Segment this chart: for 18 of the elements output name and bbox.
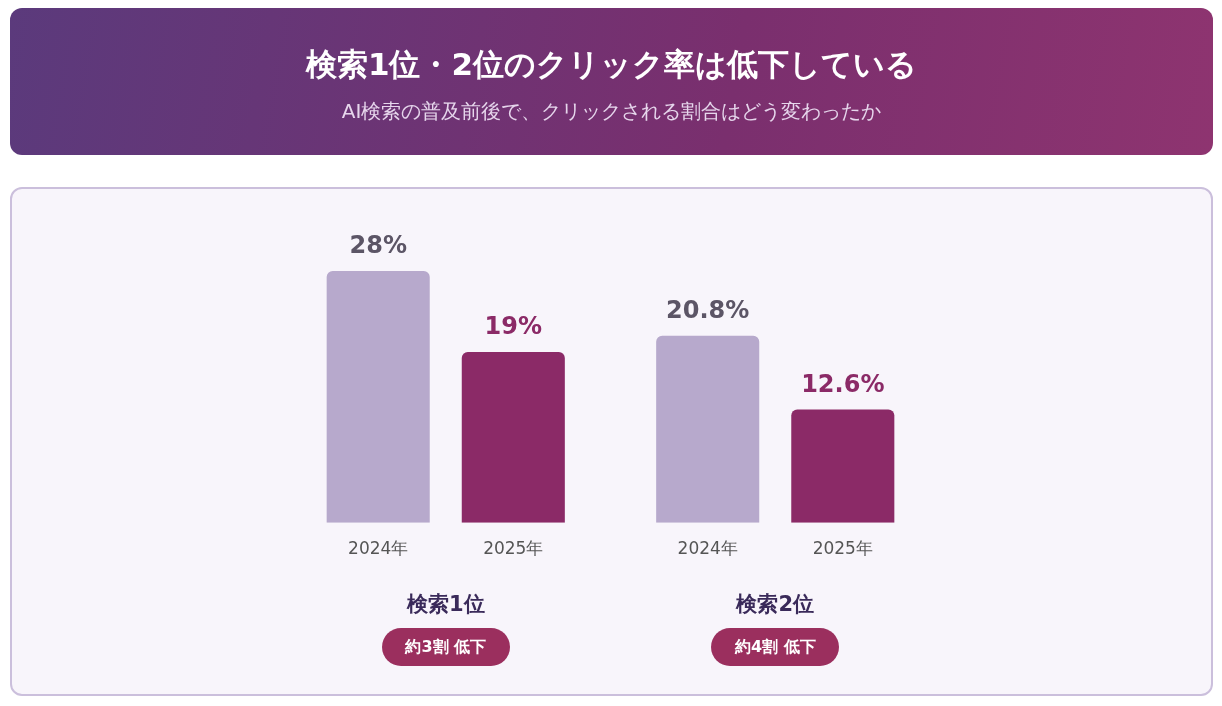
badge: 約3割 低下	[381, 628, 510, 666]
text: 2024年	[677, 538, 738, 559]
bar	[656, 335, 760, 523]
series-label: 2025年	[483, 538, 544, 559]
chart-title: 検索1位・2位のクリック率は低下している	[304, 45, 919, 84]
x-tick-label: 検索2位	[735, 591, 815, 616]
data-label: 19%	[484, 312, 543, 341]
text: 2025年	[812, 538, 873, 559]
bar	[326, 271, 430, 523]
chart-subtitle: AI検索の普及前後で、クリックされる割合はどう変わったか	[340, 98, 883, 125]
series-label: 2024年	[348, 538, 409, 559]
x-tick-label: 検索1位	[405, 591, 485, 616]
bar	[461, 351, 565, 523]
data-label: 12.6%	[801, 369, 885, 398]
data-label: 28%	[349, 231, 407, 260]
data-label: 20.8%	[666, 295, 750, 324]
bar	[791, 409, 895, 523]
badge: 約4割 低下	[711, 628, 840, 666]
